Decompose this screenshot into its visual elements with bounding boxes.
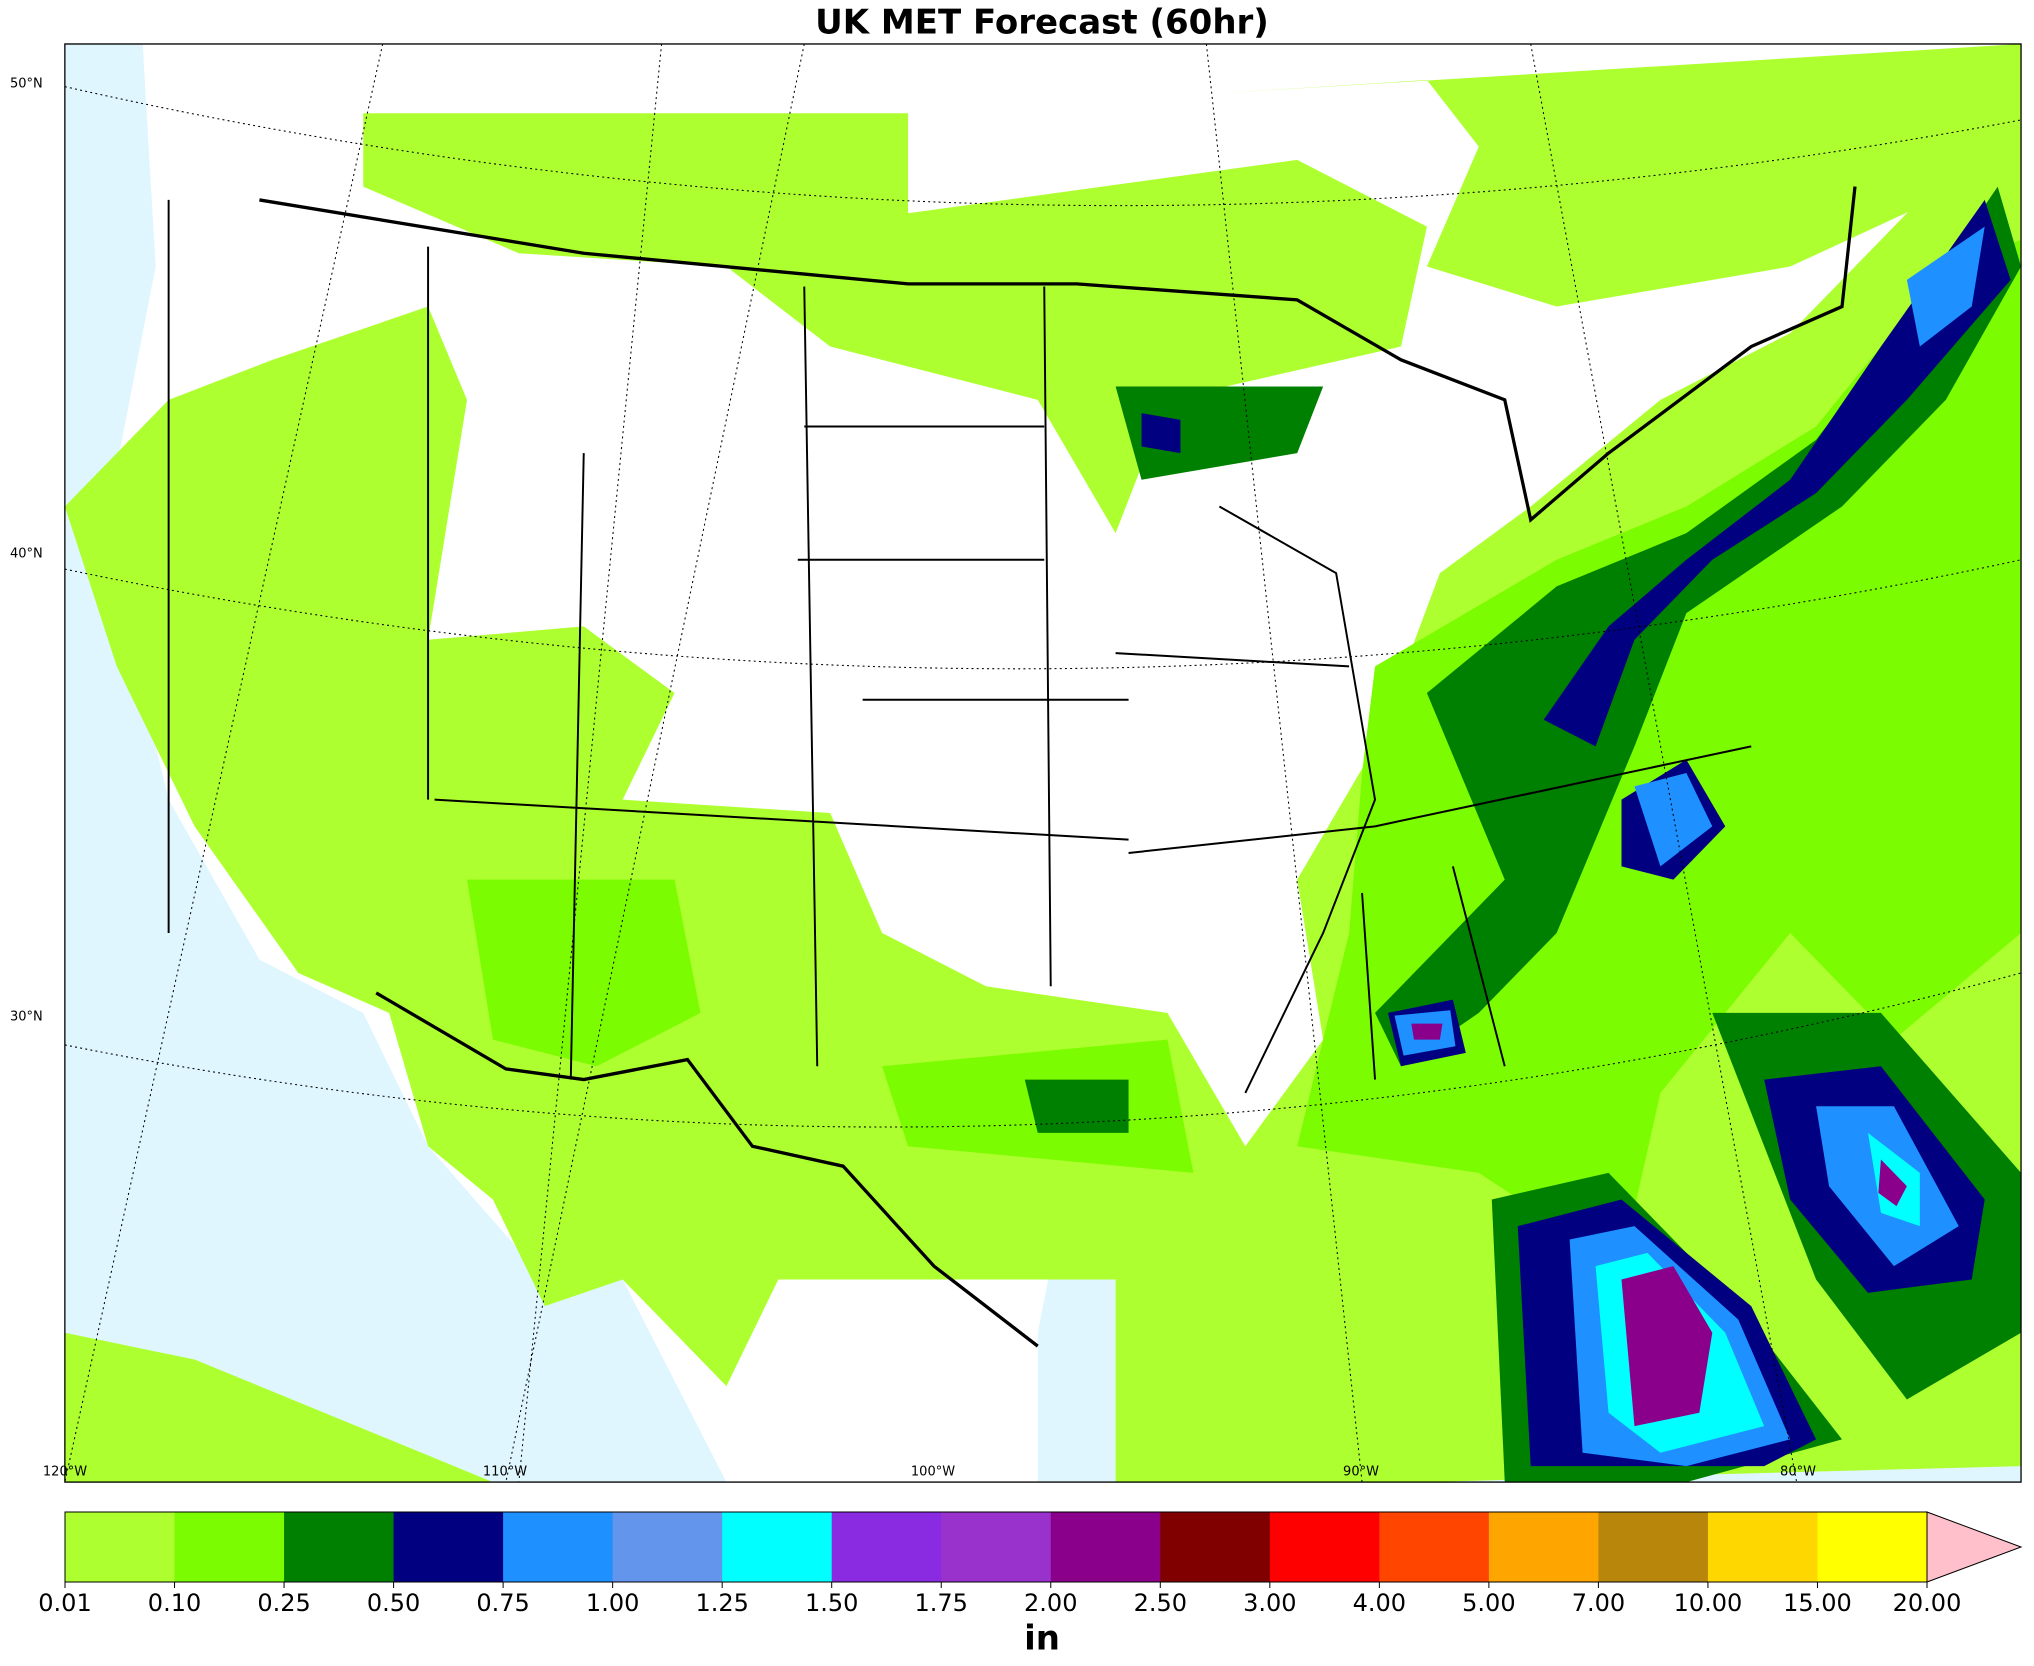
colorbar-label: 1.75 xyxy=(915,1589,968,1617)
colorbar-bin xyxy=(174,1512,285,1582)
precip-region xyxy=(64,1332,493,1483)
colorbar-label: 0.10 xyxy=(148,1589,201,1617)
lon-label: 100°W xyxy=(911,1465,955,1480)
colorbar-unit: in xyxy=(1024,1619,1060,1659)
precip-region xyxy=(466,239,2022,1267)
lon-label: 90°W xyxy=(1343,1465,1379,1480)
lat-labels: 50°N 40°N 30°N xyxy=(10,77,43,1025)
colorbar-label: 1.50 xyxy=(805,1589,858,1617)
colorbar-bin xyxy=(503,1512,614,1582)
colorbar-bin xyxy=(1379,1512,1490,1582)
colorbar-label: 4.00 xyxy=(1353,1589,1406,1617)
colorbar-label: 7.00 xyxy=(1572,1589,1625,1617)
map xyxy=(64,43,2022,1483)
colorbar-label: 2.50 xyxy=(1134,1589,1187,1617)
colorbar-bin xyxy=(1707,1512,1818,1582)
precip-region xyxy=(1219,43,2022,307)
lon-label: 120°W xyxy=(43,1465,87,1480)
lat-label: 50°N xyxy=(10,77,43,92)
precip-region xyxy=(1141,199,2011,1467)
colorbar-bin xyxy=(65,1512,176,1582)
colorbar-label: 0.01 xyxy=(38,1589,91,1617)
colorbar-label: 0.25 xyxy=(257,1589,310,1617)
colorbar-label: 10.00 xyxy=(1674,1589,1743,1617)
colorbar-bin xyxy=(1817,1512,1928,1582)
precip-region xyxy=(1411,1023,1907,1427)
colorbar-bin xyxy=(941,1512,1052,1582)
borders xyxy=(167,186,1857,1348)
colorbar-bin xyxy=(722,1512,833,1582)
colorbar-label: 3.00 xyxy=(1243,1589,1296,1617)
colorbar-extend xyxy=(1926,1511,2023,1583)
colorbar-label: 0.50 xyxy=(367,1589,420,1617)
title: UK MET Forecast (60hr) xyxy=(815,3,1269,43)
colorbar-bin xyxy=(1598,1512,1709,1582)
colorbar-bin xyxy=(1269,1512,1380,1582)
precip-region xyxy=(1394,226,1985,1467)
colorbar-bin xyxy=(612,1512,723,1582)
lon-label: 80°W xyxy=(1780,1465,1816,1480)
state-border xyxy=(167,199,1752,1094)
lon-label: 110°W xyxy=(483,1465,527,1480)
colorbar-bin xyxy=(831,1512,942,1582)
precip-region xyxy=(363,113,1427,534)
colorbar-bin xyxy=(1160,1512,1271,1582)
colorbar-label: 1.25 xyxy=(695,1589,748,1617)
colorbar-label: 5.00 xyxy=(1462,1589,1515,1617)
country-border xyxy=(375,991,1039,1348)
colorbar-bin xyxy=(284,1512,395,1582)
colorbar-label: 20.00 xyxy=(1893,1589,1962,1617)
lat-label: 30°N xyxy=(10,1010,43,1025)
meridian xyxy=(64,43,1798,1483)
colorbar-label: 15.00 xyxy=(1783,1589,1852,1617)
parallel xyxy=(64,86,2022,1128)
colorbar-label: 0.75 xyxy=(476,1589,529,1617)
map-frame xyxy=(64,43,2022,1483)
graticule xyxy=(64,43,2022,1483)
colorbar-label: 1.00 xyxy=(586,1589,639,1617)
colorbar-bin xyxy=(1050,1512,1161,1582)
lon-labels: 120°W 110°W 100°W 90°W 80°W xyxy=(43,1465,1816,1480)
colorbar-label: 2.00 xyxy=(1024,1589,1077,1617)
country-border xyxy=(259,186,1857,523)
colorbar-frame xyxy=(64,1511,1928,1583)
colorbar: 0.01 0.10 0.25 0.50 0.75 1.00 1.25 1.50 1.75 2.00… xyxy=(38,1511,2023,1617)
colorbar-bin xyxy=(1488,1512,1599,1582)
colorbar-bin xyxy=(393,1512,504,1582)
lat-label: 40°N xyxy=(10,547,43,562)
